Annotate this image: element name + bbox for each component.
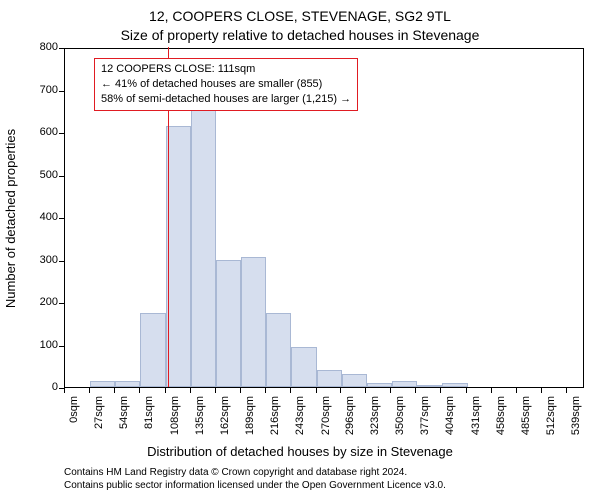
x-tick-mark (316, 388, 317, 393)
y-tick-label: 400 (28, 211, 58, 223)
x-tick-mark (516, 388, 517, 393)
x-tick-label: 539sqm (570, 396, 582, 446)
histogram-bar (216, 260, 241, 388)
x-tick-label: 54sqm (118, 396, 130, 446)
y-tick-mark (59, 48, 64, 49)
y-tick-mark (59, 261, 64, 262)
x-tick-label: 189sqm (244, 396, 256, 446)
x-tick-label: 377sqm (419, 396, 431, 446)
x-tick-label: 81sqm (143, 396, 155, 446)
x-tick-mark (466, 388, 467, 393)
copyright-line-2: Contains public sector information licen… (64, 479, 446, 492)
x-tick-mark (114, 388, 115, 393)
y-tick-mark (59, 91, 64, 92)
y-tick-label: 800 (28, 41, 58, 53)
chart-title-description: Size of property relative to detached ho… (0, 27, 600, 43)
x-tick-label: 27sqm (93, 396, 105, 446)
x-tick-label: 350sqm (394, 396, 406, 446)
y-axis-label: Number of detached properties (4, 128, 19, 307)
x-tick-label: 431sqm (470, 396, 482, 446)
x-tick-mark (240, 388, 241, 393)
y-tick-label: 200 (28, 296, 58, 308)
x-tick-label: 270sqm (320, 396, 332, 446)
x-tick-mark (265, 388, 266, 393)
x-tick-label: 135sqm (194, 396, 206, 446)
x-axis-label: Distribution of detached houses by size … (0, 444, 600, 459)
chart-title-address: 12, COOPERS CLOSE, STEVENAGE, SG2 9TL (0, 8, 600, 24)
copyright-notice: Contains HM Land Registry data © Crown c… (64, 466, 446, 492)
histogram-bar (241, 257, 266, 387)
y-tick-mark (59, 303, 64, 304)
x-tick-label: 512sqm (545, 396, 557, 446)
histogram-bar (417, 385, 442, 387)
x-tick-mark (340, 388, 341, 393)
x-tick-mark (491, 388, 492, 393)
info-box-line1: 12 COOPERS CLOSE: 111sqm (101, 62, 351, 77)
histogram-bar (342, 374, 367, 387)
histogram-bar (291, 347, 316, 387)
x-tick-label: 296sqm (344, 396, 356, 446)
y-tick-mark (59, 133, 64, 134)
x-tick-mark (415, 388, 416, 393)
y-tick-label: 0 (28, 381, 58, 393)
x-tick-mark (541, 388, 542, 393)
x-tick-mark (89, 388, 90, 393)
x-tick-label: 108sqm (169, 396, 181, 446)
x-tick-mark (165, 388, 166, 393)
y-tick-label: 100 (28, 339, 58, 351)
x-tick-mark (215, 388, 216, 393)
histogram-bar (266, 313, 291, 387)
histogram-bar (442, 383, 467, 387)
x-tick-label: 0sqm (68, 396, 80, 446)
histogram-bar (115, 381, 140, 387)
copyright-line-1: Contains HM Land Registry data © Crown c… (64, 466, 446, 479)
y-tick-label: 600 (28, 126, 58, 138)
y-tick-mark (59, 218, 64, 219)
x-tick-label: 485sqm (520, 396, 532, 446)
x-tick-mark (390, 388, 391, 393)
y-tick-mark (59, 346, 64, 347)
histogram-bar (90, 381, 115, 387)
info-box-line2: ← 41% of detached houses are smaller (85… (101, 77, 351, 92)
x-tick-label: 458sqm (495, 396, 507, 446)
y-tick-label: 300 (28, 254, 58, 266)
property-info-box: 12 COOPERS CLOSE: 111sqm← 41% of detache… (94, 58, 358, 111)
x-tick-mark (139, 388, 140, 393)
histogram-bar (317, 370, 342, 387)
x-tick-label: 243sqm (294, 396, 306, 446)
x-tick-label: 162sqm (219, 396, 231, 446)
x-tick-mark (290, 388, 291, 393)
x-tick-mark (190, 388, 191, 393)
x-tick-mark (64, 388, 65, 393)
x-tick-mark (365, 388, 366, 393)
histogram-bar (140, 313, 165, 387)
histogram-bar (191, 107, 216, 388)
x-tick-mark (440, 388, 441, 393)
y-tick-label: 500 (28, 169, 58, 181)
x-tick-mark (566, 388, 567, 393)
histogram-bar (392, 381, 417, 387)
property-size-histogram: 12, COOPERS CLOSE, STEVENAGE, SG2 9TL Si… (0, 0, 600, 500)
x-tick-label: 404sqm (444, 396, 456, 446)
x-tick-label: 216sqm (269, 396, 281, 446)
y-tick-label: 700 (28, 84, 58, 96)
y-axis-label-container: Number of detached properties (0, 48, 28, 388)
y-tick-mark (59, 176, 64, 177)
info-box-line3: 58% of semi-detached houses are larger (… (101, 92, 351, 107)
x-tick-label: 323sqm (369, 396, 381, 446)
histogram-bar (367, 383, 392, 387)
